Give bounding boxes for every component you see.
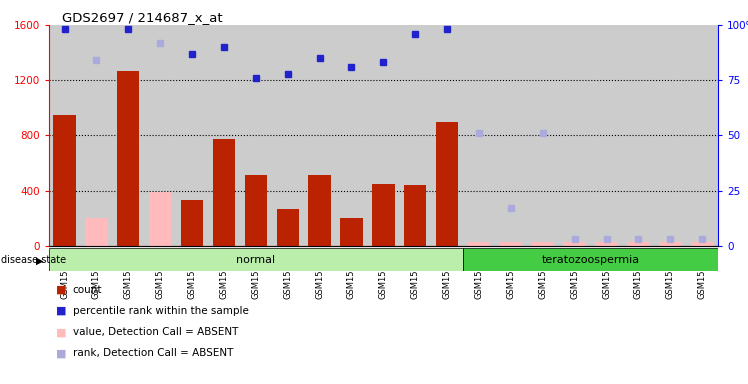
Text: GDS2697 / 214687_x_at: GDS2697 / 214687_x_at xyxy=(62,11,223,24)
Bar xyxy=(277,209,299,246)
Text: normal: normal xyxy=(236,255,275,265)
Bar xyxy=(81,25,112,246)
Bar xyxy=(117,71,139,246)
Bar xyxy=(563,242,586,246)
Text: ■: ■ xyxy=(56,306,67,316)
Bar xyxy=(595,242,618,246)
Bar xyxy=(340,218,363,246)
Bar xyxy=(367,25,399,246)
Text: value, Detection Call = ABSENT: value, Detection Call = ABSENT xyxy=(73,327,238,337)
Bar xyxy=(212,139,235,246)
Bar xyxy=(373,184,394,246)
Bar xyxy=(272,25,304,246)
Text: teratozoospermia: teratozoospermia xyxy=(542,255,640,265)
Bar xyxy=(495,25,527,246)
Text: ■: ■ xyxy=(56,285,67,295)
Bar xyxy=(308,175,331,246)
Bar xyxy=(144,25,176,246)
Bar xyxy=(49,25,81,246)
Bar xyxy=(49,248,463,271)
Text: percentile rank within the sample: percentile rank within the sample xyxy=(73,306,248,316)
Text: ▶: ▶ xyxy=(36,255,43,265)
Text: rank, Detection Call = ABSENT: rank, Detection Call = ABSENT xyxy=(73,348,233,358)
Bar xyxy=(468,242,490,246)
Bar xyxy=(691,242,714,246)
Bar xyxy=(622,25,654,246)
Bar xyxy=(304,25,336,246)
Bar xyxy=(654,25,686,246)
Bar xyxy=(659,242,681,246)
Bar xyxy=(532,242,554,246)
Bar xyxy=(463,248,718,271)
Text: count: count xyxy=(73,285,102,295)
Bar xyxy=(628,242,649,246)
Bar xyxy=(431,25,463,246)
Bar xyxy=(399,25,431,246)
Bar xyxy=(85,218,108,246)
Text: disease state: disease state xyxy=(1,255,66,265)
Text: ■: ■ xyxy=(56,348,67,358)
Bar xyxy=(527,25,559,246)
Bar xyxy=(149,192,171,246)
Bar xyxy=(208,25,240,246)
Bar xyxy=(176,25,208,246)
Bar xyxy=(686,25,718,246)
Bar xyxy=(112,25,144,246)
Bar xyxy=(463,25,495,246)
Bar xyxy=(404,185,426,246)
Bar xyxy=(181,200,203,246)
Bar xyxy=(436,122,459,246)
Text: ■: ■ xyxy=(56,327,67,337)
Bar xyxy=(559,25,591,246)
Bar xyxy=(591,25,622,246)
Bar xyxy=(245,175,267,246)
Bar xyxy=(336,25,367,246)
Bar xyxy=(240,25,272,246)
Bar xyxy=(53,115,76,246)
Bar xyxy=(500,242,522,246)
